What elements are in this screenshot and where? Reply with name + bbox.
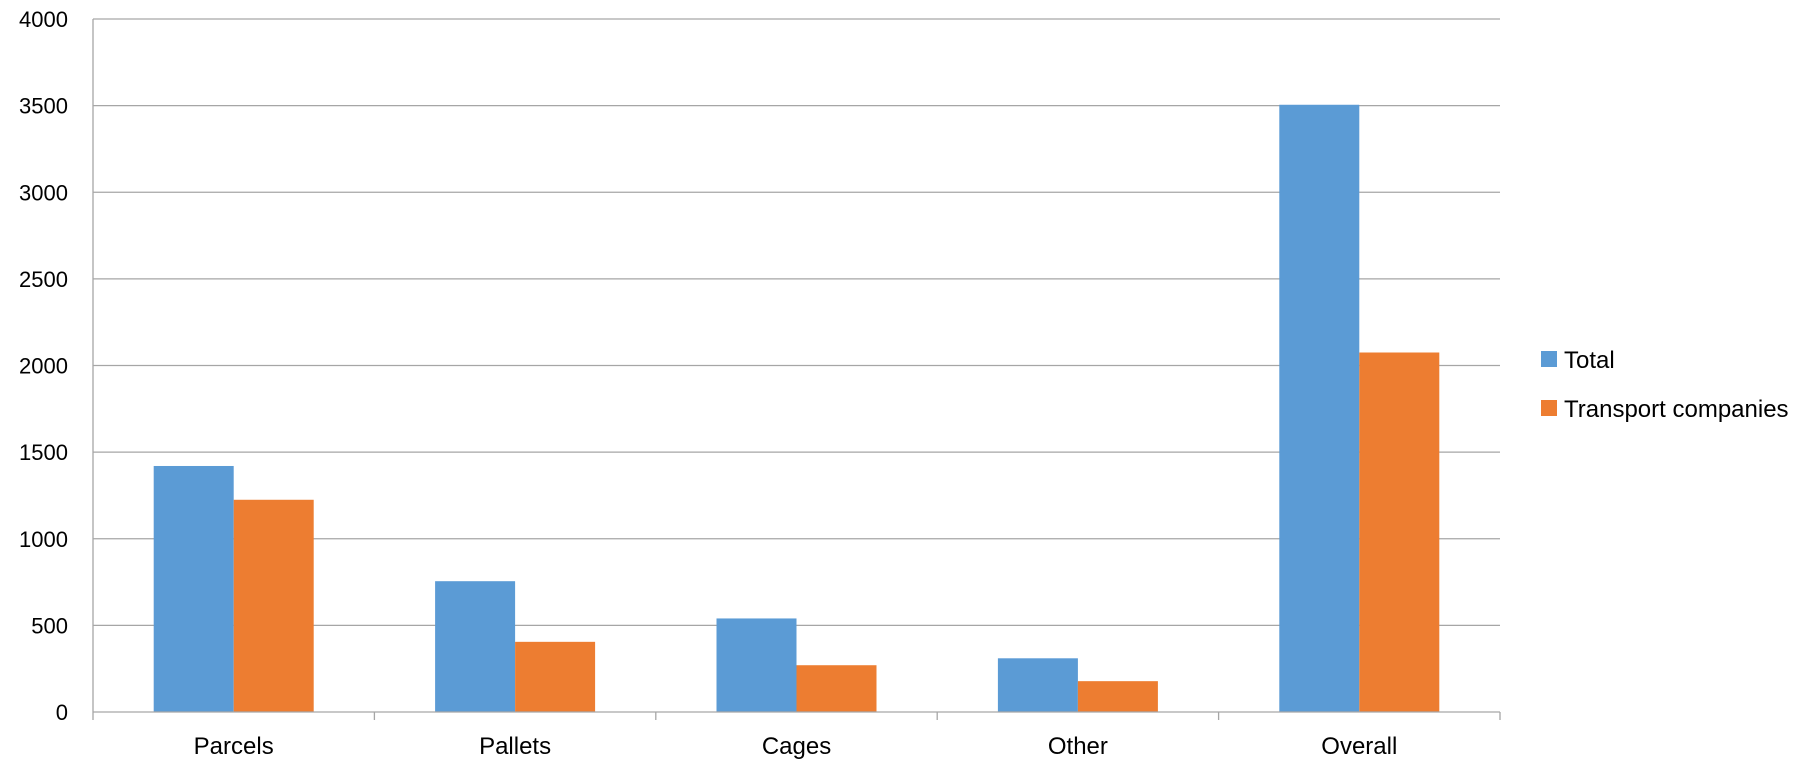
x-category-label: Other [1048, 733, 1108, 760]
axes [92, 19, 1501, 720]
gridlines [93, 18, 1500, 627]
y-axis-tick-labels: 0 500 1000 1500 2000 2500 3000 3500 4000 [19, 7, 68, 725]
y-tick-label: 500 [31, 613, 68, 638]
bar-transport-companies-other [1077, 681, 1158, 712]
y-tick-label: 0 [56, 700, 68, 725]
x-axis-category-labels: Parcels Pallets Cages Other Overall [194, 733, 1398, 760]
x-category-label: Parcels [194, 733, 274, 760]
bar-total-other [997, 658, 1078, 712]
legend-label: Transport companies [1564, 396, 1789, 423]
y-tick-label: 2500 [19, 267, 68, 292]
y-tick-label: 1000 [19, 527, 68, 552]
bar-total-cages [716, 618, 797, 712]
bar-total-pallets [435, 581, 516, 712]
x-category-label: Cages [762, 733, 831, 760]
y-tick-label: 3000 [19, 180, 68, 205]
bars [153, 104, 1440, 713]
legend: Total Transport companies [1541, 347, 1789, 423]
legend-swatch [1541, 400, 1557, 416]
bar-transport-companies-pallets [515, 641, 596, 712]
y-tick-label: 3500 [19, 94, 68, 119]
y-tick-label: 1500 [19, 440, 68, 465]
bar-total-overall [1279, 104, 1360, 713]
bar-transport-companies-cages [796, 665, 877, 712]
legend-label: Total [1564, 347, 1615, 374]
bar-transport-companies-parcels [233, 499, 314, 712]
x-category-label: Pallets [479, 733, 551, 760]
x-category-label: Overall [1321, 733, 1397, 760]
bar-transport-companies-overall [1359, 352, 1440, 712]
y-tick-label: 2000 [19, 354, 68, 379]
y-tick-label: 4000 [19, 7, 68, 32]
legend-swatch [1541, 351, 1557, 367]
bar-total-parcels [153, 465, 234, 712]
